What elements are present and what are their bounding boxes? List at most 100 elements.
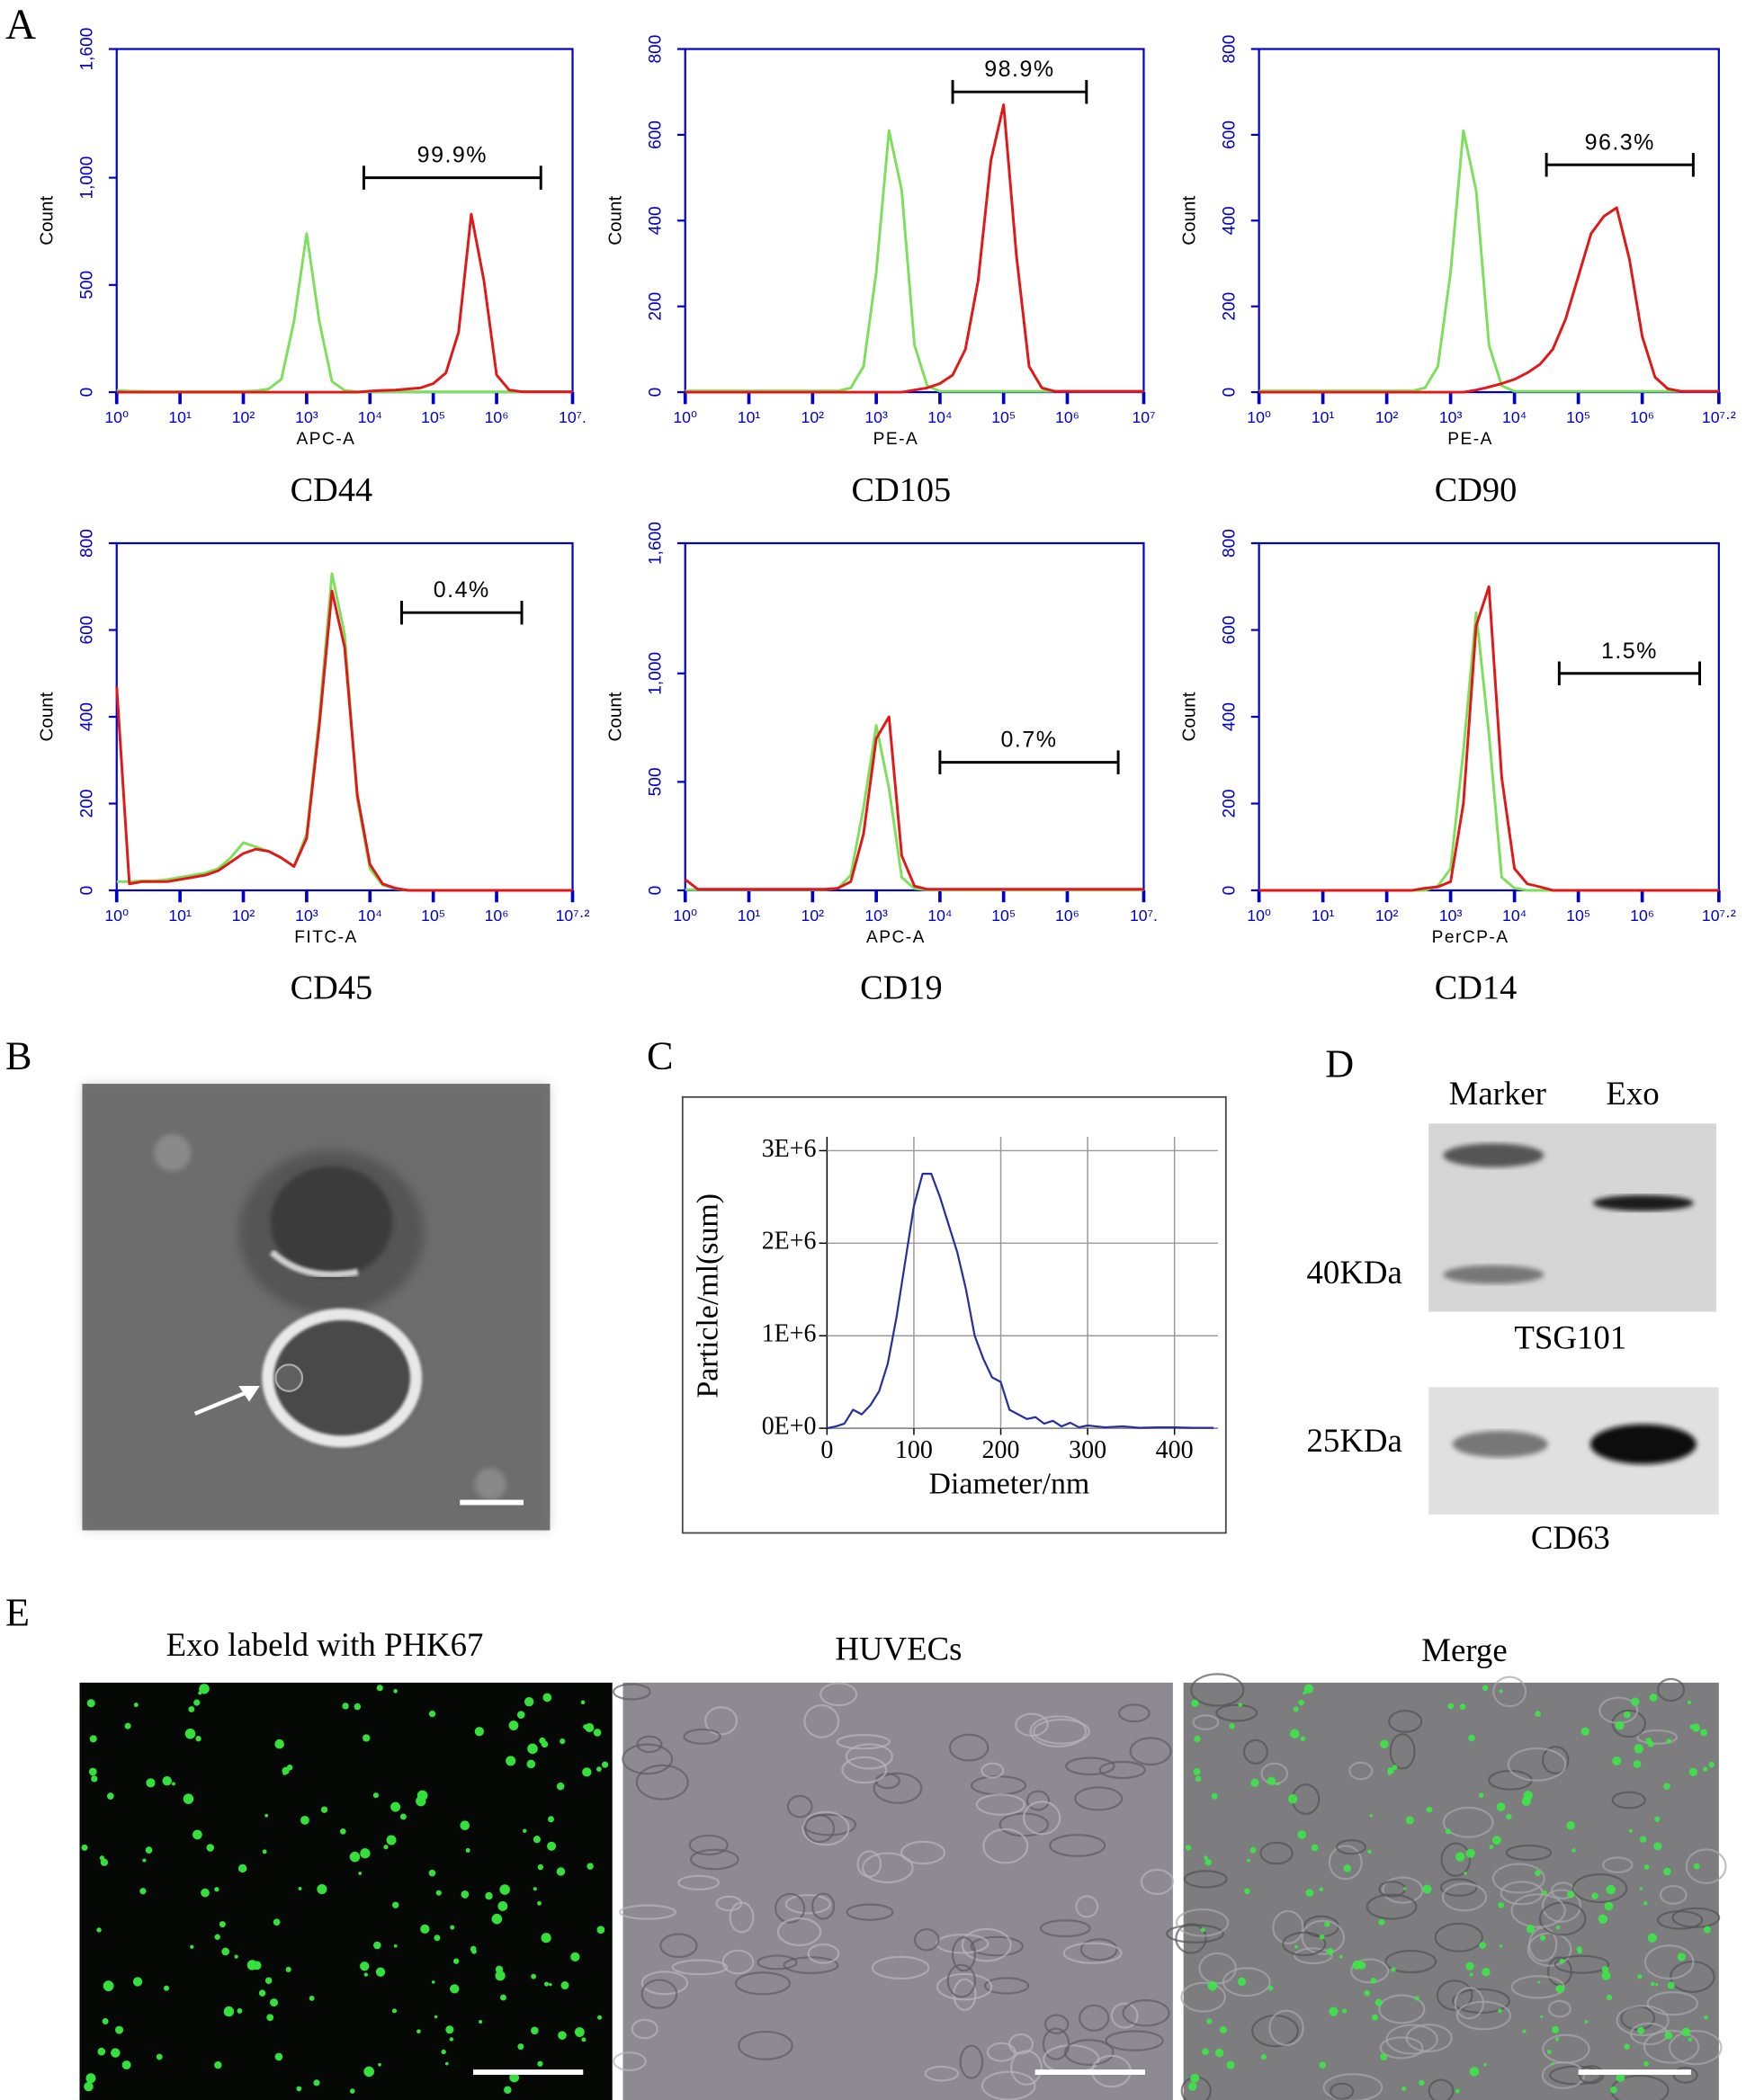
texture [1636,1729,1679,1746]
x-tick-label: 300 [1069,1436,1106,1464]
texture [1646,1991,1699,2016]
texture [1439,1878,1478,1897]
texture [1647,1740,1654,1747]
texture [1288,1793,1298,1804]
x-tick-label: 10⁶ [1630,907,1654,925]
texture [1703,1766,1708,1772]
x-tick-label: 10⁶ [1055,408,1079,426]
texture [1506,1813,1512,1820]
texture [1229,1723,1235,1729]
x-tick-label: 10¹ [1312,907,1335,925]
texture [1685,1848,1727,1884]
texture [819,1682,858,1707]
texture [1672,2066,1698,2084]
y-tick-label: 1,000 [646,652,665,695]
texture [671,1959,729,1976]
texture [420,1924,430,1934]
texture [124,1722,131,1729]
texture [612,1683,651,1701]
texture [392,1901,399,1908]
x-axis-label: APC-A [866,928,926,947]
texture [1499,1689,1503,1693]
texture [237,2008,243,2014]
x-tick-label: 10¹ [738,408,761,426]
texture [1015,1712,1049,1738]
data-line [685,103,1144,394]
texture [1687,1700,1692,1704]
texture [378,2062,381,2067]
texture [1663,1867,1671,1876]
texture [1436,1979,1473,2011]
texture [1601,1970,1611,1980]
texture [162,1775,172,1786]
texture [1324,1921,1330,1927]
texture [1496,1802,1506,1812]
texture [266,2014,274,2022]
y-tick-label: 200 [77,790,96,818]
texture [1441,1882,1488,1912]
texture [1039,1919,1091,1938]
texture [234,1954,238,1959]
texture [1247,1858,1250,1863]
texture [585,1722,595,1733]
texture [1667,1981,1675,1989]
texture [1571,1872,1628,1904]
y-tick-label: 3E+6 [762,1135,817,1163]
texture [163,1985,170,1991]
texture [349,1851,361,1863]
texture [980,1762,1005,1779]
texture [1311,1844,1319,1852]
y-tick-label: 1,600 [77,28,96,71]
texture [1655,1983,1659,1987]
x-tick-label: 10⁰ [1247,907,1271,925]
texture [936,1972,993,2001]
texture [1464,1872,1467,1875]
texture [428,1869,436,1877]
texture [1455,2000,1511,2031]
image-title: Exo labeld with PHK67 [166,1626,484,1663]
texture [570,1952,580,1962]
texture [1204,1858,1212,1866]
western-blot: Marker Exo 40KDa TSG101 25KDa CD63 [1307,1075,1719,1556]
texture [509,2072,520,2083]
texture [640,1970,689,1996]
texture [1668,2030,1723,2066]
texture [450,1984,460,1994]
texture [375,1967,386,1977]
image-title: HUVECs [835,1631,962,1667]
x-tick-label: 10² [232,408,255,426]
texture [1654,1816,1661,1822]
texture [1183,1870,1228,1889]
x-axis-label: Diameter/nm [929,1468,1090,1501]
texture [537,2060,543,2067]
texture [1267,1985,1274,1991]
texture [1303,1691,1306,1695]
texture [1547,1999,1571,2018]
texture [1033,1718,1090,1745]
texture [1385,2024,1438,2055]
texture [354,1702,362,1711]
texture [1010,2050,1043,2086]
texture [1479,1942,1486,1949]
gate-label: 98.9% [984,57,1054,82]
x-tick-label: 10⁴ [927,907,952,925]
texture [1498,2008,1502,2014]
texture [1616,2005,1670,2037]
texture [1075,1895,1099,1918]
texture [1079,1938,1118,1961]
texture [206,1844,215,1852]
texture [948,1733,989,1762]
texture [1643,2060,1649,2067]
texture [1422,1884,1432,1894]
texture [386,1835,397,1845]
texture [86,1699,95,1708]
x-tick-label: 10⁰ [673,408,697,426]
texture [1322,2073,1383,2100]
texture [1237,1977,1247,1987]
texture [363,2066,374,2078]
texture [659,1933,698,1959]
texture [1602,1856,1634,1873]
texture [506,1756,516,1766]
y-tick-label: 2E+6 [762,1228,817,1256]
texture [1062,1942,1123,1964]
